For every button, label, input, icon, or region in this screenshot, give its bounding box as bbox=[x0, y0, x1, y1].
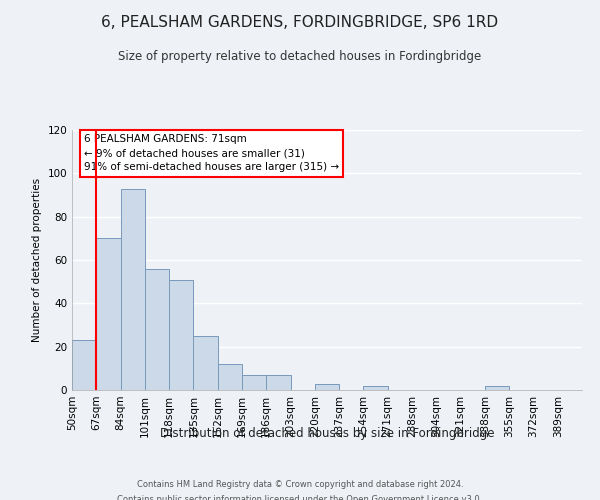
Bar bbox=[218, 364, 242, 390]
Text: Distribution of detached houses by size in Fordingbridge: Distribution of detached houses by size … bbox=[160, 428, 494, 440]
Text: Size of property relative to detached houses in Fordingbridge: Size of property relative to detached ho… bbox=[118, 50, 482, 63]
Bar bbox=[485, 386, 509, 390]
Bar bbox=[193, 336, 218, 390]
Bar bbox=[364, 386, 388, 390]
Bar bbox=[96, 238, 121, 390]
Y-axis label: Number of detached properties: Number of detached properties bbox=[32, 178, 42, 342]
Bar bbox=[72, 340, 96, 390]
Text: 6 PEALSHAM GARDENS: 71sqm
← 9% of detached houses are smaller (31)
91% of semi-d: 6 PEALSHAM GARDENS: 71sqm ← 9% of detach… bbox=[84, 134, 339, 172]
Bar bbox=[145, 268, 169, 390]
Bar bbox=[242, 375, 266, 390]
Bar bbox=[266, 375, 290, 390]
Bar bbox=[169, 280, 193, 390]
Text: Contains public sector information licensed under the Open Government Licence v3: Contains public sector information licen… bbox=[118, 495, 482, 500]
Bar bbox=[315, 384, 339, 390]
Text: 6, PEALSHAM GARDENS, FORDINGBRIDGE, SP6 1RD: 6, PEALSHAM GARDENS, FORDINGBRIDGE, SP6 … bbox=[101, 15, 499, 30]
Text: Contains HM Land Registry data © Crown copyright and database right 2024.: Contains HM Land Registry data © Crown c… bbox=[137, 480, 463, 489]
Bar bbox=[121, 188, 145, 390]
